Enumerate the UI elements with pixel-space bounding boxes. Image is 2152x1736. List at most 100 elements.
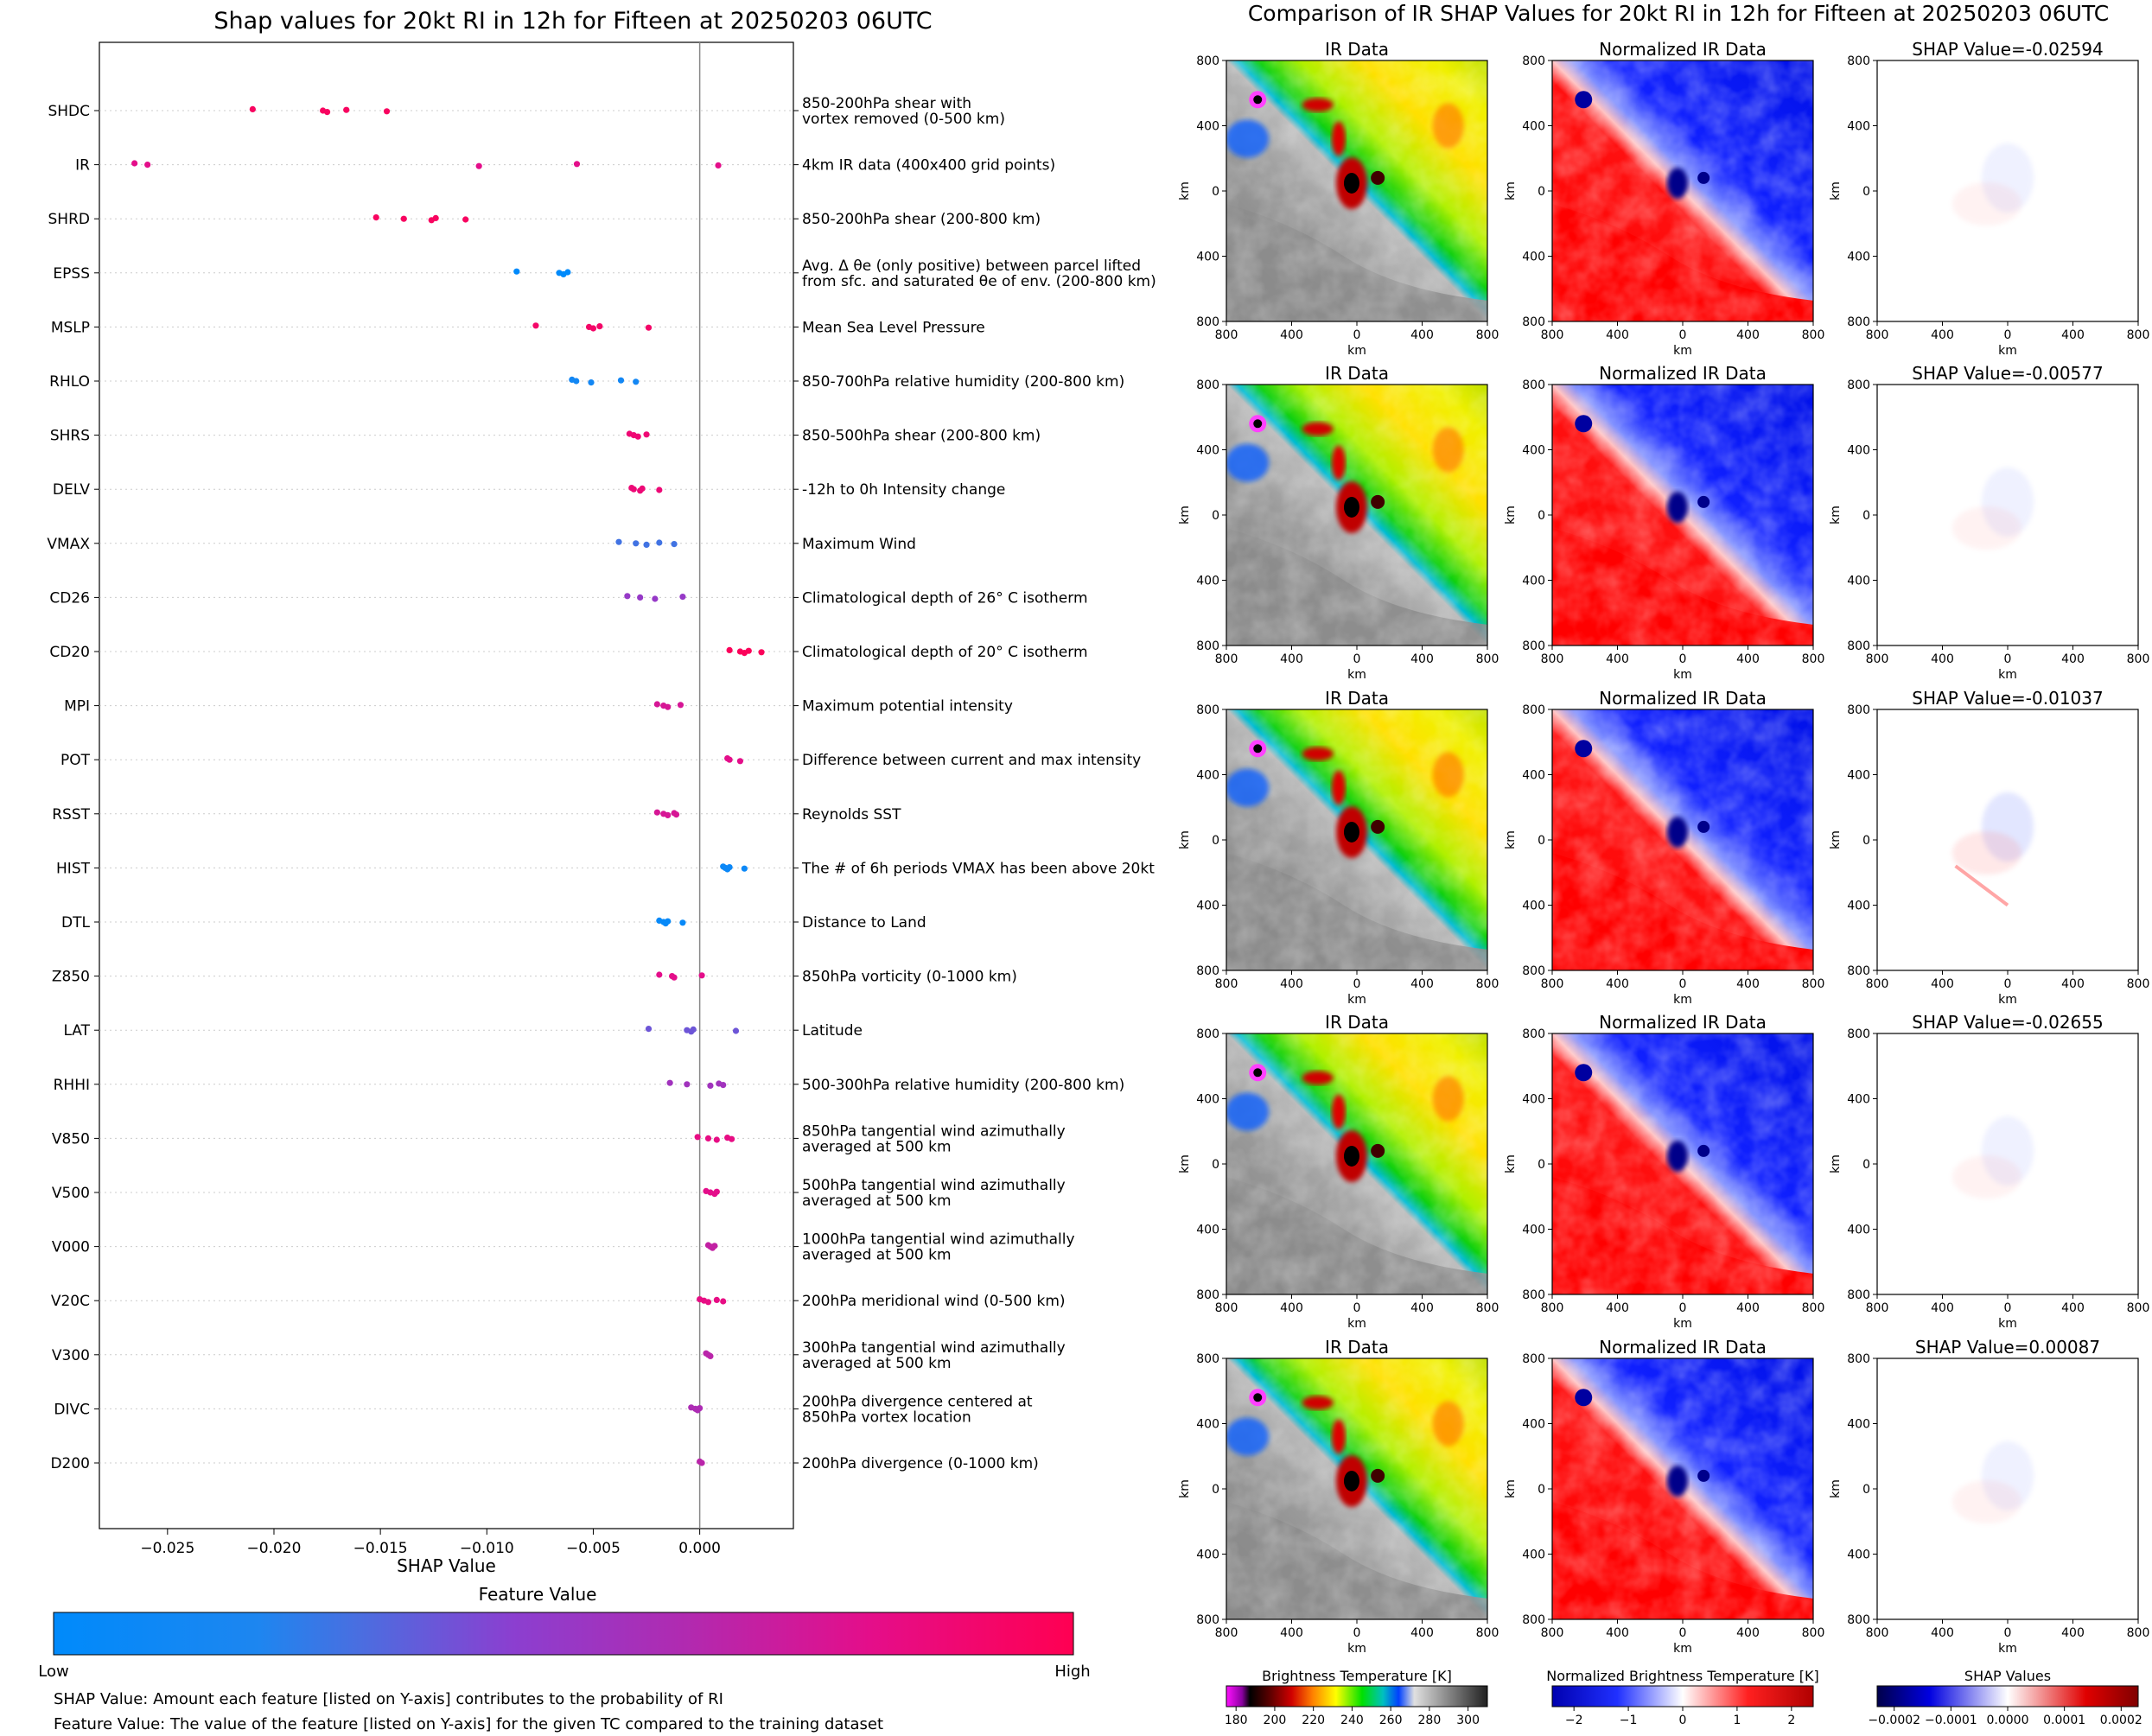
image-colorbar: Normalized Brightness Temperature [K] −2 −… xyxy=(1546,1668,1819,1727)
feature-name-label: DIVC xyxy=(54,1401,90,1418)
feature-name-label: RHHI xyxy=(54,1077,90,1094)
shap-point xyxy=(596,323,603,330)
y-tick-label: 400 xyxy=(1196,1548,1219,1562)
y-axis-label: km xyxy=(1178,830,1192,849)
shap-point xyxy=(666,1079,673,1086)
y-tick-label: 800 xyxy=(1196,1613,1219,1627)
colorbar-high-label: High xyxy=(1054,1663,1090,1681)
feature-description-label: 4km IR data (400x400 grid points) xyxy=(802,157,1055,175)
panel-image xyxy=(1552,60,1813,321)
x-tick-label: 800 xyxy=(2127,652,2150,666)
colorbar-tick-label: 0.0001 xyxy=(2043,1714,2085,1727)
x-tick-label: −0.020 xyxy=(247,1540,302,1557)
shap-point xyxy=(726,756,733,763)
x-tick-label: 800 xyxy=(1866,1626,1889,1640)
feature-description-label: 200hPa divergence (0-1000 km) xyxy=(802,1455,1039,1472)
x-tick-label: 800 xyxy=(1476,1301,1499,1315)
y-tick-label: 400 xyxy=(1196,251,1219,264)
shap-point xyxy=(617,377,625,384)
shap-point xyxy=(462,216,469,223)
shap-point xyxy=(656,486,663,493)
x-tick-label: 800 xyxy=(1802,652,1825,666)
plot-frame xyxy=(99,41,794,1529)
y-tick-label: 800 xyxy=(1196,964,1219,978)
x-tick-label: 800 xyxy=(1802,977,1825,991)
x-tick-label: 0 xyxy=(1679,1626,1687,1640)
shap-point xyxy=(144,162,151,169)
y-tick-label: 400 xyxy=(1847,575,1870,588)
panel-title: IR Data xyxy=(1325,363,1389,384)
colorbar-tick-label: −2 xyxy=(1565,1714,1583,1727)
y-axis-label: km xyxy=(1178,506,1192,525)
x-tick-label: 400 xyxy=(1931,1626,1954,1640)
feature-description-label: Mean Sea Level Pressure xyxy=(802,319,985,336)
y-tick-label: 800 xyxy=(1522,1352,1545,1366)
x-tick-label: 0 xyxy=(2004,977,2012,991)
feature-description-label: Maximum potential intensity xyxy=(802,698,1013,715)
shap-point xyxy=(573,161,581,168)
shap-point xyxy=(711,1243,718,1250)
y-axis-label: km xyxy=(1178,1479,1192,1498)
colorbar-tick-label: 0.0002 xyxy=(2100,1714,2142,1727)
x-tick-label: 800 xyxy=(1866,977,1889,991)
x-tick-label: 0 xyxy=(1353,1626,1361,1640)
x-tick-label: −0.025 xyxy=(140,1540,194,1557)
colorbar-bar xyxy=(1876,1685,2139,1707)
x-tick-label: 400 xyxy=(1606,1626,1629,1640)
y-tick-label: 0 xyxy=(1538,1483,1545,1497)
x-tick-label: 400 xyxy=(2061,1626,2085,1640)
y-axis-label: km xyxy=(1829,506,1843,525)
feature-value-footnote: Feature Value: The value of the feature … xyxy=(54,1715,883,1733)
x-tick-label: 400 xyxy=(1736,1301,1760,1315)
x-tick-label: 800 xyxy=(1541,652,1564,666)
right-colorbars: Brightness Temperature [K] 180 200 220 240 26… xyxy=(1225,1668,2142,1727)
shap-point xyxy=(728,1135,735,1142)
y-tick-label: 800 xyxy=(1196,1352,1219,1366)
x-tick-label: 0 xyxy=(1679,652,1687,666)
y-tick-label: 800 xyxy=(1847,639,1870,653)
colorbar-tick-label: 200 xyxy=(1264,1714,1287,1727)
x-tick-label: 800 xyxy=(2127,977,2150,991)
y-tick-label: 400 xyxy=(1196,1093,1219,1107)
x-tick-label: 800 xyxy=(1541,1626,1564,1640)
x-tick-label: 800 xyxy=(1215,1626,1238,1640)
x-tick-label: 0 xyxy=(1353,1301,1361,1315)
shap-point xyxy=(634,433,641,440)
y-tick-label: 0 xyxy=(1538,1158,1545,1172)
y-axis-label: km xyxy=(1504,181,1518,200)
feature-description-label: averaged at 500 km xyxy=(802,1247,952,1264)
y-tick-label: 400 xyxy=(1522,1548,1545,1562)
colorbar-tick-label: 220 xyxy=(1302,1714,1325,1727)
x-tick-label: 400 xyxy=(1931,1301,1954,1315)
x-tick-label: 400 xyxy=(1606,1301,1629,1315)
y-tick-label: 0 xyxy=(1862,185,1870,199)
feature-description-label: 850-500hPa shear (200-800 km) xyxy=(802,428,1041,445)
panel-title: Normalized IR Data xyxy=(1599,39,1767,60)
right-panel-title: Comparison of IR SHAP Values for 20kt RI… xyxy=(1248,1,2109,26)
y-tick-label: 400 xyxy=(1847,1224,1870,1237)
x-axis-label: km xyxy=(1998,668,2017,682)
shap-point xyxy=(652,595,659,602)
feature-name-label: IR xyxy=(75,157,90,175)
x-tick-label: 400 xyxy=(1736,652,1760,666)
x-tick-label: 800 xyxy=(2127,1301,2150,1315)
panel-title: IR Data xyxy=(1325,1337,1389,1358)
y-tick-label: 800 xyxy=(1196,1288,1219,1302)
feature-name-label: EPSS xyxy=(53,265,90,283)
shap-point xyxy=(665,811,672,819)
x-tick-label: 800 xyxy=(1476,652,1499,666)
y-tick-label: 400 xyxy=(1196,1418,1219,1432)
shap-point xyxy=(713,1188,720,1195)
feature-name-label: V000 xyxy=(52,1239,90,1256)
x-tick-label: 400 xyxy=(1410,977,1434,991)
x-tick-label: 400 xyxy=(2061,977,2085,991)
y-tick-label: 800 xyxy=(1847,1027,1870,1041)
shap-point xyxy=(679,919,686,926)
feature-description-label: 1000hPa tangential wind azimuthally xyxy=(802,1231,1075,1249)
shap-point xyxy=(643,431,650,438)
feature-name-label: V850 xyxy=(52,1130,90,1148)
y-tick-label: 800 xyxy=(1522,1288,1545,1302)
shap-point xyxy=(131,160,138,167)
